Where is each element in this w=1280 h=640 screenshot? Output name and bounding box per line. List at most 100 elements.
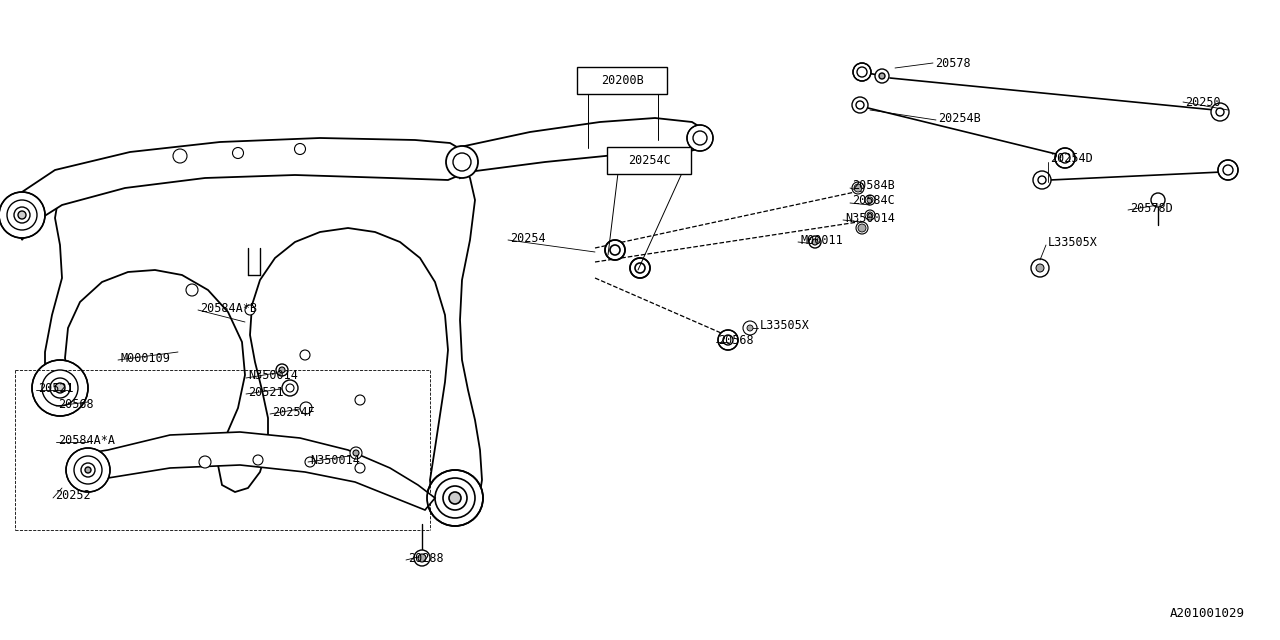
Circle shape: [300, 402, 312, 414]
Polygon shape: [456, 118, 708, 178]
Text: 20578D: 20578D: [1130, 202, 1172, 214]
Circle shape: [1151, 193, 1165, 207]
Circle shape: [1055, 148, 1075, 168]
Circle shape: [1038, 176, 1046, 184]
Circle shape: [1222, 165, 1233, 175]
Text: N350014: N350014: [248, 369, 298, 381]
Circle shape: [742, 321, 756, 335]
Circle shape: [687, 125, 713, 151]
Circle shape: [867, 197, 873, 203]
Circle shape: [449, 492, 461, 504]
Circle shape: [605, 240, 625, 260]
Circle shape: [1060, 153, 1070, 163]
Circle shape: [611, 245, 620, 255]
Circle shape: [198, 456, 211, 468]
Circle shape: [879, 73, 884, 79]
Text: 20578: 20578: [934, 56, 970, 70]
Circle shape: [253, 455, 262, 465]
FancyBboxPatch shape: [607, 147, 691, 174]
Circle shape: [18, 211, 26, 219]
Circle shape: [0, 192, 45, 238]
Text: 20568: 20568: [718, 333, 754, 346]
Circle shape: [865, 195, 876, 205]
Circle shape: [428, 470, 483, 526]
Text: 20200B: 20200B: [600, 74, 644, 86]
Circle shape: [14, 207, 29, 223]
Circle shape: [1216, 108, 1224, 116]
Circle shape: [867, 212, 873, 218]
Circle shape: [74, 456, 102, 484]
Circle shape: [186, 284, 198, 296]
Text: L33505X: L33505X: [1048, 236, 1098, 248]
Circle shape: [305, 457, 315, 467]
Circle shape: [630, 258, 650, 278]
Circle shape: [1036, 264, 1044, 272]
Polygon shape: [82, 432, 435, 510]
Circle shape: [453, 153, 471, 171]
Text: N350014: N350014: [845, 211, 895, 225]
Circle shape: [55, 383, 65, 393]
Circle shape: [419, 554, 426, 562]
Circle shape: [50, 378, 70, 398]
Circle shape: [173, 149, 187, 163]
Circle shape: [282, 380, 298, 396]
Circle shape: [854, 184, 861, 192]
Circle shape: [233, 147, 243, 159]
Circle shape: [692, 131, 707, 145]
Circle shape: [413, 550, 430, 566]
Text: 20584A*B: 20584A*B: [200, 301, 257, 314]
Text: 20252: 20252: [55, 488, 91, 502]
Circle shape: [718, 330, 739, 350]
Circle shape: [852, 97, 868, 113]
Circle shape: [852, 182, 864, 194]
Circle shape: [852, 63, 870, 81]
Circle shape: [244, 305, 255, 315]
Text: 20254D: 20254D: [1050, 152, 1093, 164]
Text: A201001029: A201001029: [1170, 607, 1245, 620]
Text: 20250: 20250: [1185, 95, 1221, 109]
Text: 20254: 20254: [509, 232, 545, 244]
Circle shape: [858, 67, 867, 77]
Circle shape: [32, 360, 88, 416]
Circle shape: [355, 395, 365, 405]
Text: 20568: 20568: [58, 397, 93, 410]
Polygon shape: [18, 138, 465, 240]
Circle shape: [67, 448, 110, 492]
Circle shape: [1211, 103, 1229, 121]
Circle shape: [6, 200, 37, 230]
Circle shape: [443, 486, 467, 510]
Text: M00011: M00011: [800, 234, 842, 246]
Circle shape: [276, 364, 288, 376]
Circle shape: [635, 263, 645, 273]
Text: 20254F: 20254F: [273, 406, 315, 419]
Text: 20254B: 20254B: [938, 111, 980, 125]
Circle shape: [84, 467, 91, 473]
Circle shape: [349, 447, 362, 459]
Circle shape: [1030, 259, 1050, 277]
Circle shape: [812, 239, 818, 245]
FancyBboxPatch shape: [577, 67, 667, 94]
Circle shape: [300, 350, 310, 360]
Circle shape: [279, 367, 285, 373]
Text: L33505X: L33505X: [760, 319, 810, 332]
Text: 20584C: 20584C: [852, 193, 895, 207]
Circle shape: [81, 463, 95, 477]
Circle shape: [876, 69, 890, 83]
Text: 20254C: 20254C: [627, 154, 671, 166]
Circle shape: [723, 335, 733, 345]
Circle shape: [355, 463, 365, 473]
Text: 20288: 20288: [408, 552, 444, 564]
Circle shape: [856, 101, 864, 109]
Circle shape: [294, 143, 306, 154]
Text: N350014: N350014: [310, 454, 360, 467]
Circle shape: [285, 384, 294, 392]
Polygon shape: [45, 158, 483, 522]
Circle shape: [856, 222, 868, 234]
Text: M000109: M000109: [120, 351, 170, 365]
Circle shape: [435, 478, 475, 518]
Circle shape: [353, 450, 358, 456]
Text: 20521: 20521: [248, 385, 284, 399]
Circle shape: [1219, 160, 1238, 180]
Circle shape: [42, 370, 78, 406]
Circle shape: [1033, 171, 1051, 189]
